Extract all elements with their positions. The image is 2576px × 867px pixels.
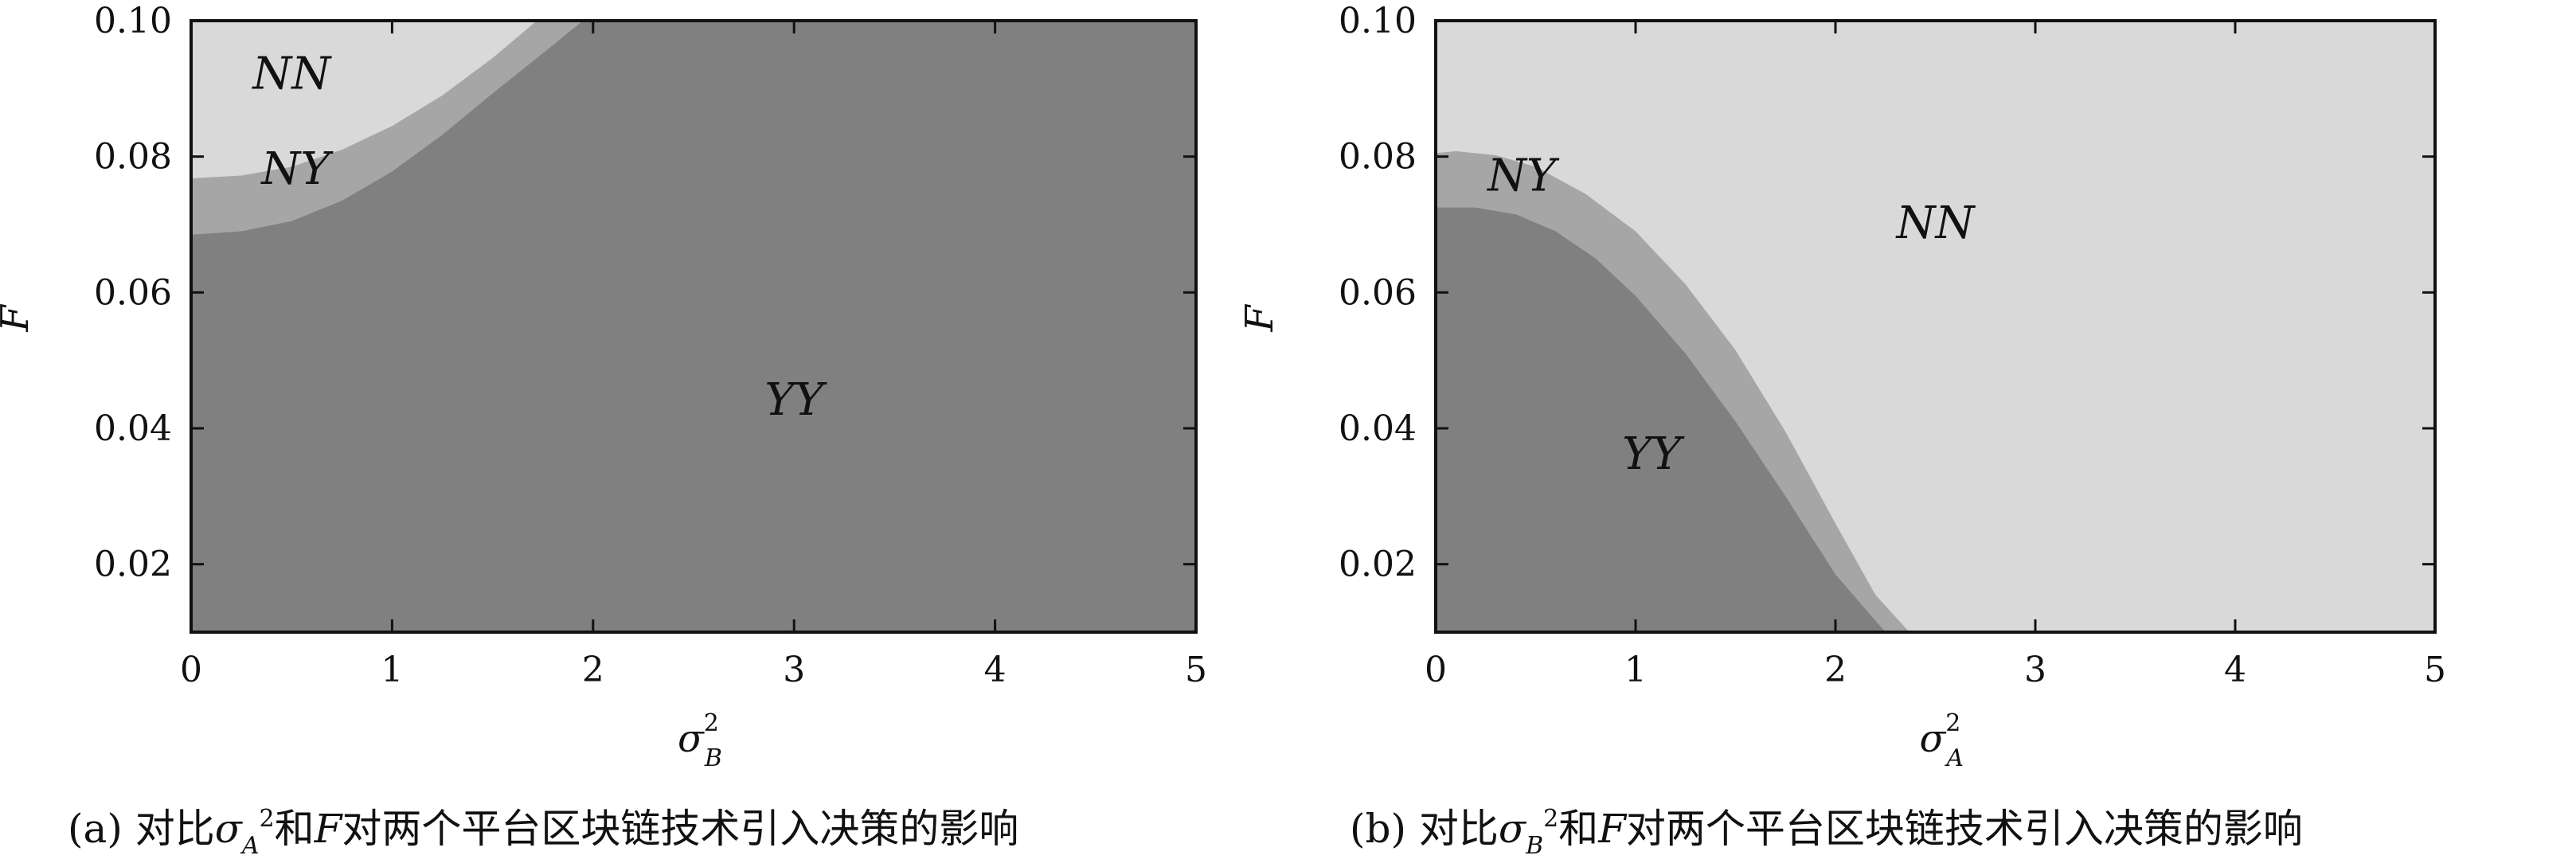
x-tick-label: 2 <box>1824 650 1847 690</box>
y-tick-label: 0.04 <box>1339 408 1417 449</box>
y-tick-label: 0.08 <box>94 137 172 178</box>
x-axis-label: σ2 B <box>678 709 722 772</box>
region-yy-area <box>1436 207 1886 632</box>
x-axis-label: σ2 A <box>1920 709 1964 772</box>
region-label-yy: YY <box>1622 428 1685 480</box>
panel-caption: (b) 对比σB2和F对两个平台区块链技术引入决策的影响 <box>1350 805 2303 860</box>
plot-area <box>1436 21 2435 632</box>
y-tick-label: 0.06 <box>94 272 172 313</box>
y-axis-label: F <box>0 304 37 333</box>
panel-a-chart: NY NN YY 0 1 2 3 4 5 0.02 0.04 0.06 0.08 0.10 σ2B F (a) … <box>0 1 1207 860</box>
region-label-yy: YY <box>764 374 827 426</box>
x-tick-label: 0 <box>1425 650 1447 690</box>
y-tick-label: 0.06 <box>1339 272 1417 313</box>
panel-b-chart: NY YY NN 0 1 2 3 4 5 0.02 0.04 0.06 0.08 0.10 σ2 A F (b) … <box>1237 1 2446 860</box>
y-tick-label: 0.04 <box>94 408 172 449</box>
x-tick-label: 1 <box>1624 650 1647 690</box>
x-tick-label: 5 <box>1185 650 1207 690</box>
region-label-nn: NN <box>251 48 332 100</box>
y-tick-label: 0.10 <box>1339 1 1417 41</box>
y-axis-label: F <box>1237 304 1282 333</box>
y-tick-label: 0.08 <box>1339 137 1417 178</box>
x-tick-label: 4 <box>984 650 1007 690</box>
x-tick-label: 3 <box>783 650 805 690</box>
region-label-ny: NY <box>260 143 334 195</box>
x-tick-label: 2 <box>582 650 604 690</box>
plot-frame <box>190 19 1198 634</box>
x-tick-label: 0 <box>180 650 202 690</box>
x-tick-label: 3 <box>2024 650 2046 690</box>
y-tick-label: 0.02 <box>1339 545 1417 585</box>
region-nn-area <box>191 21 537 178</box>
x-tick-label: 5 <box>2424 650 2446 690</box>
plot-area <box>191 21 1196 632</box>
x-tick-label: 4 <box>2224 650 2246 690</box>
y-tick-label: 0.02 <box>94 545 172 585</box>
y-tick-label: 0.10 <box>94 1 172 41</box>
x-tick-label: 1 <box>381 650 403 690</box>
plot-frame <box>1434 19 2437 634</box>
panel-caption: (a) 对比σA2和F对两个平台区块链技术引入决策的影响 <box>68 805 1018 860</box>
region-label-ny: NY <box>1486 150 1560 201</box>
region-label-nn: NN <box>1895 197 1976 249</box>
